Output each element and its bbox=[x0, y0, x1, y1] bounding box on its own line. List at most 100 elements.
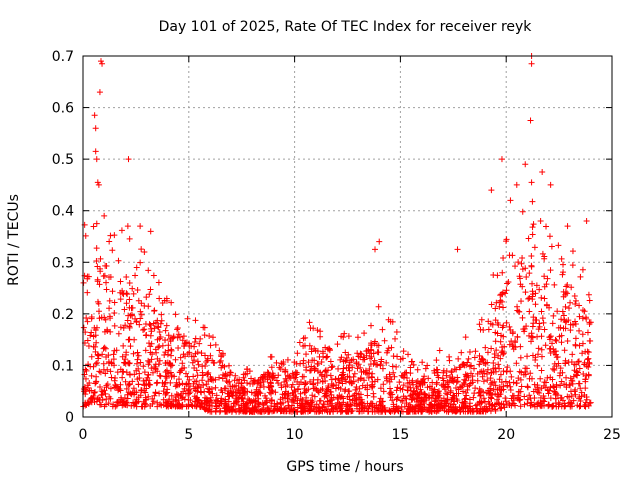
data-point bbox=[106, 274, 113, 281]
data-point bbox=[133, 360, 140, 367]
data-point bbox=[163, 374, 170, 381]
data-point bbox=[359, 404, 366, 411]
data-point bbox=[154, 355, 161, 362]
data-point bbox=[139, 403, 146, 410]
data-point bbox=[235, 405, 242, 412]
data-point bbox=[526, 270, 533, 277]
data-point bbox=[585, 355, 592, 362]
data-point bbox=[434, 369, 441, 376]
chart-title: Day 101 of 2025, Rate Of TEC Index for r… bbox=[159, 19, 533, 35]
data-point bbox=[322, 367, 329, 374]
data-point bbox=[387, 385, 394, 392]
data-point bbox=[465, 408, 472, 415]
data-point bbox=[516, 388, 523, 395]
data-point bbox=[528, 402, 535, 409]
data-point bbox=[92, 348, 99, 355]
data-point bbox=[491, 378, 498, 385]
data-point bbox=[93, 339, 100, 346]
data-point bbox=[117, 324, 124, 331]
data-point bbox=[192, 335, 199, 342]
data-point bbox=[559, 308, 566, 315]
data-point bbox=[410, 391, 417, 398]
data-point bbox=[526, 375, 533, 382]
data-point bbox=[244, 380, 251, 387]
data-point bbox=[529, 334, 536, 341]
data-point bbox=[172, 311, 179, 318]
data-point bbox=[506, 402, 513, 409]
data-point bbox=[479, 373, 486, 380]
data-point bbox=[101, 212, 108, 219]
data-point bbox=[165, 342, 172, 349]
data-point bbox=[464, 359, 471, 366]
data-point bbox=[412, 408, 419, 415]
data-point bbox=[492, 407, 499, 414]
data-point bbox=[216, 359, 223, 366]
data-point bbox=[323, 372, 330, 379]
data-point bbox=[338, 354, 345, 361]
data-point bbox=[354, 334, 361, 341]
data-point bbox=[218, 395, 225, 402]
data-point bbox=[260, 378, 267, 385]
data-point bbox=[346, 362, 353, 369]
data-point bbox=[176, 376, 183, 383]
data-point bbox=[471, 390, 478, 397]
data-point bbox=[122, 322, 129, 329]
data-point bbox=[138, 387, 145, 394]
data-point bbox=[154, 336, 161, 343]
data-point bbox=[569, 262, 576, 269]
data-point bbox=[175, 331, 182, 338]
data-point bbox=[558, 339, 565, 346]
data-point bbox=[542, 384, 549, 391]
data-point bbox=[531, 381, 538, 388]
data-point bbox=[159, 342, 166, 349]
data-point bbox=[296, 381, 303, 388]
data-point bbox=[339, 401, 346, 408]
data-point bbox=[266, 384, 273, 391]
data-point bbox=[472, 348, 479, 355]
data-point bbox=[316, 405, 323, 412]
data-point bbox=[580, 370, 587, 377]
data-point bbox=[137, 308, 144, 315]
data-point bbox=[93, 220, 100, 227]
data-point bbox=[152, 346, 159, 353]
data-point bbox=[99, 60, 106, 67]
data-point bbox=[119, 374, 126, 381]
data-point bbox=[472, 385, 479, 392]
data-point bbox=[575, 358, 582, 365]
data-point bbox=[464, 386, 471, 393]
data-point bbox=[192, 387, 199, 394]
data-point bbox=[128, 402, 135, 409]
data-point bbox=[102, 345, 109, 352]
data-point bbox=[162, 391, 169, 398]
data-point bbox=[131, 389, 138, 396]
data-point bbox=[94, 359, 101, 366]
data-point bbox=[444, 383, 451, 390]
data-point bbox=[147, 228, 154, 235]
data-point bbox=[101, 344, 108, 351]
data-point bbox=[94, 352, 101, 359]
data-point bbox=[352, 386, 359, 393]
data-point bbox=[498, 387, 505, 394]
data-point bbox=[440, 402, 447, 409]
data-point bbox=[508, 373, 515, 380]
data-point bbox=[579, 340, 586, 347]
data-point bbox=[364, 370, 371, 377]
data-point bbox=[583, 218, 590, 225]
data-point bbox=[353, 400, 360, 407]
data-point bbox=[572, 300, 579, 307]
data-point bbox=[399, 355, 406, 362]
data-point bbox=[476, 352, 483, 359]
data-point bbox=[570, 397, 577, 404]
data-point bbox=[543, 281, 550, 288]
data-point bbox=[353, 395, 360, 402]
data-point bbox=[529, 231, 536, 238]
data-point bbox=[330, 408, 337, 415]
data-point bbox=[353, 359, 360, 366]
data-point bbox=[563, 283, 570, 290]
data-point bbox=[346, 379, 353, 386]
data-point bbox=[550, 384, 557, 391]
data-point bbox=[188, 353, 195, 360]
data-point bbox=[85, 361, 92, 368]
data-point bbox=[376, 398, 383, 405]
data-point bbox=[257, 374, 264, 381]
